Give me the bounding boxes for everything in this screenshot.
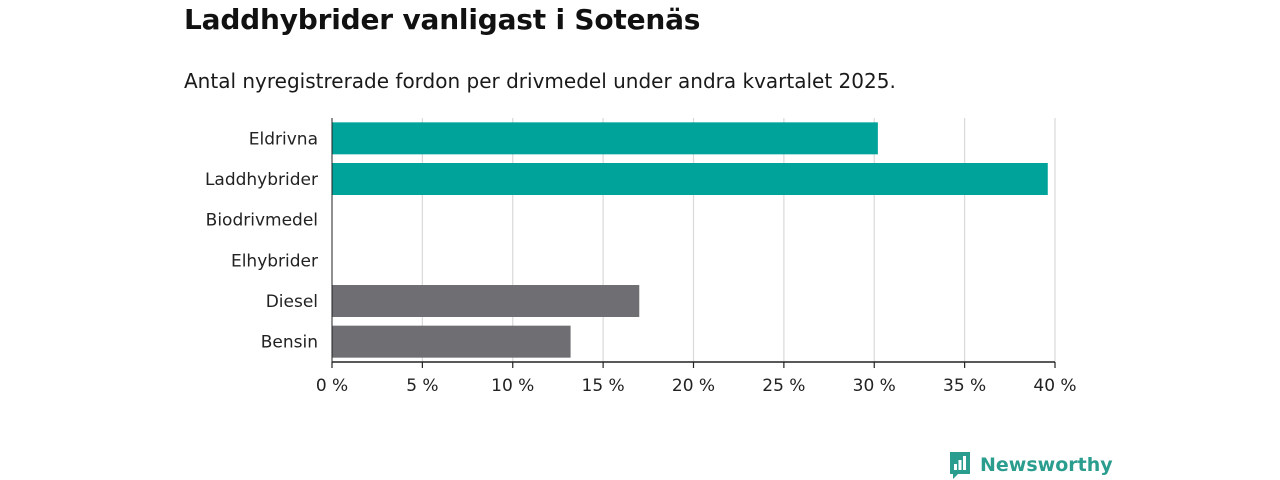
category-label: Biodrivmedel <box>206 211 318 231</box>
x-tick-label: 5 % <box>406 376 438 396</box>
x-tick-label: 40 % <box>1033 376 1076 396</box>
newsworthy-logo-icon <box>950 452 970 479</box>
x-tick-label: 10 % <box>491 376 534 396</box>
x-tick-label: 0 % <box>316 376 348 396</box>
x-tick-label: 20 % <box>672 376 715 396</box>
x-tick-label: 25 % <box>762 376 805 396</box>
category-label: Eldrivna <box>249 129 318 149</box>
brand-name: Newsworthy <box>980 454 1113 476</box>
x-tick-label: 35 % <box>943 376 986 396</box>
category-label: Laddhybrider <box>205 170 318 190</box>
category-label: Bensin <box>261 333 318 353</box>
bar[interactable] <box>332 285 640 317</box>
category-label: Elhybrider <box>231 251 318 271</box>
bar[interactable] <box>332 325 571 358</box>
x-tick-label: 30 % <box>853 376 896 396</box>
category-label: Diesel <box>266 292 318 312</box>
newsworthy-logo[interactable]: Newsworthy <box>948 450 1113 480</box>
chart-subtitle: Antal nyregistrerade fordon per drivmede… <box>184 69 896 93</box>
bar[interactable] <box>332 122 878 155</box>
chart-title: Laddhybrider vanligast i Sotenäs <box>184 3 701 36</box>
x-tick-label: 15 % <box>582 376 625 396</box>
bar[interactable] <box>332 163 1048 195</box>
